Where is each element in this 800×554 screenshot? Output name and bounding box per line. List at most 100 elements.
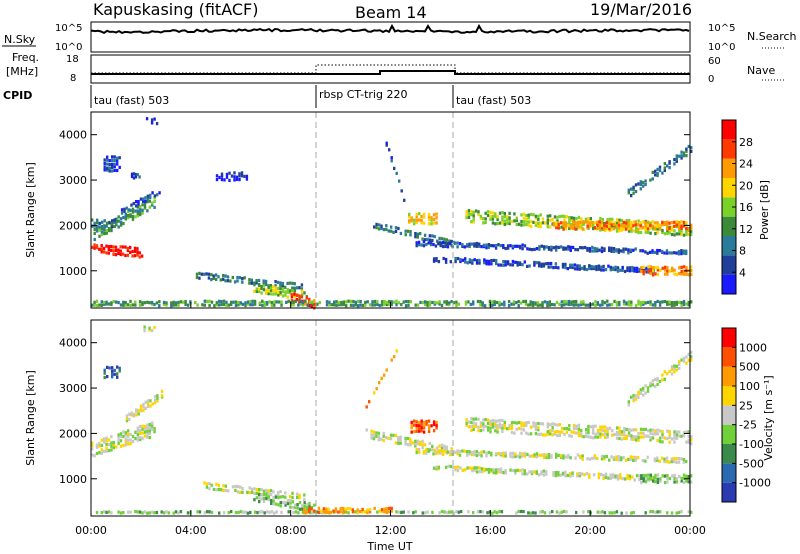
power-cell (656, 231, 659, 235)
power-cell (357, 299, 360, 303)
velocity-cell (649, 431, 652, 435)
power-cell (220, 303, 223, 307)
power-cell (142, 197, 145, 201)
power-cell (210, 273, 213, 277)
power-cell (484, 220, 487, 225)
velocity-cell (410, 430, 413, 434)
velocity-cell (265, 510, 269, 514)
velocity-cell (620, 437, 624, 441)
power-cell (270, 303, 274, 307)
power-cell (673, 229, 676, 233)
velocity-cell (382, 438, 385, 443)
velocity-cell (463, 449, 466, 453)
power-cell (245, 177, 249, 181)
velocity-cell (103, 368, 106, 372)
velocity-y-axis-label: Slant Range [km] (24, 370, 37, 466)
power-cell (690, 272, 693, 276)
power-cell (514, 260, 517, 264)
power-cell (539, 221, 542, 225)
power-cell (547, 265, 550, 269)
power-colorbar-swatch (722, 236, 736, 256)
power-cell (663, 265, 667, 269)
power-cell (626, 266, 629, 270)
power-cell (670, 221, 674, 225)
velocity-cell (103, 375, 106, 380)
power-cell (262, 279, 265, 283)
velocity-cell (144, 400, 147, 404)
velocity-cell (592, 424, 595, 428)
velocity-cell (559, 473, 562, 477)
velocity-cell (630, 428, 633, 432)
velocity-cell (153, 427, 156, 431)
power-cell (376, 300, 379, 304)
velocity-cell (377, 431, 381, 435)
velocity-cell (146, 399, 150, 403)
power-cell (100, 225, 104, 229)
velocity-cell (497, 470, 500, 474)
power-cell (112, 252, 115, 256)
power-cell (129, 208, 132, 213)
power-cell (566, 267, 569, 271)
velocity-cell (122, 430, 125, 434)
velocity-cell (167, 511, 171, 515)
power-cell (438, 236, 441, 240)
velocity-cell (651, 436, 655, 440)
velocity-cell (415, 450, 418, 455)
power-cell (111, 155, 114, 159)
velocity-cell (418, 429, 421, 433)
power-cell (301, 301, 305, 305)
power-cell (114, 245, 118, 249)
velocity-cell (148, 328, 151, 332)
power-cell (482, 243, 486, 247)
velocity-cell (248, 491, 251, 495)
velocity-cell (525, 431, 528, 435)
power-cell (308, 303, 311, 307)
power-cell (184, 302, 187, 306)
power-cell (105, 231, 108, 235)
power-cell (576, 224, 580, 228)
velocity-cell (450, 510, 453, 514)
power-cell (579, 300, 583, 304)
power-cell (592, 265, 596, 269)
velocity-cell (515, 511, 518, 515)
power-cell (105, 300, 108, 304)
power-cell (651, 224, 654, 228)
power-cell (609, 265, 612, 269)
velocity-cell (656, 458, 659, 462)
velocity-cell (177, 511, 180, 515)
power-cell (642, 269, 645, 273)
nsearch-label: N.Search (747, 30, 797, 43)
velocity-cell (499, 467, 503, 471)
velocity-cell (250, 490, 254, 494)
power-cell (325, 300, 329, 304)
velocity-cell (127, 429, 130, 433)
power-cell (494, 243, 498, 248)
power-cell (628, 266, 632, 270)
velocity-cell (162, 511, 166, 515)
power-cell (246, 302, 250, 306)
velocity-cell (308, 505, 311, 509)
velocity-cell (174, 510, 178, 514)
power-cell (589, 217, 592, 221)
power-cell (600, 265, 603, 269)
velocity-ytick-label: 1000 (59, 473, 87, 486)
power-cell (590, 267, 593, 271)
power-cell (409, 300, 413, 304)
power-cell (498, 303, 501, 307)
power-cell (233, 178, 236, 182)
power-cell (532, 213, 535, 217)
velocity-cell (277, 496, 280, 500)
velocity-cell (623, 477, 627, 481)
power-cell (201, 303, 204, 307)
velocity-cell (470, 428, 473, 432)
power-cell (637, 219, 640, 223)
power-cell (651, 170, 654, 174)
velocity-cell (670, 372, 674, 376)
power-cell (586, 226, 589, 230)
power-cell (678, 232, 681, 236)
power-cell (598, 223, 601, 227)
velocity-cell (661, 435, 664, 439)
velocity-cell (122, 434, 125, 439)
velocity-cell (625, 427, 628, 431)
power-cell (644, 224, 647, 228)
